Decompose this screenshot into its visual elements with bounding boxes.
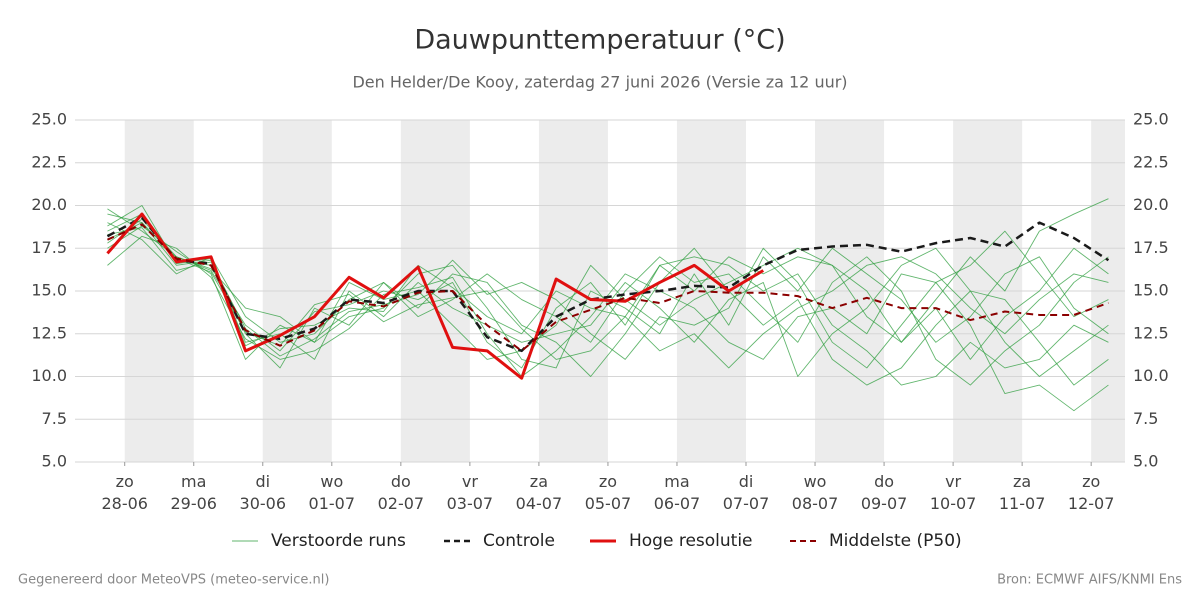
y2-tick-label: 12.5	[1133, 323, 1169, 342]
x-tick-label: za 04-07	[516, 472, 563, 513]
y2-tick-label: 22.5	[1133, 152, 1169, 171]
x-tick-label: zo 12-07	[1068, 472, 1115, 513]
legend-label: Middelste (P50)	[829, 531, 962, 551]
y2-tick-label: 15.0	[1133, 281, 1169, 300]
series-line	[107, 198, 1109, 360]
y2-tick-label: 20.0	[1133, 195, 1169, 214]
x-tick-label: do 02-07	[378, 472, 425, 513]
y-tick-label: 17.5	[31, 238, 67, 257]
y2-tick-label: 17.5	[1133, 238, 1169, 257]
x-tick-label: di 30-06	[240, 472, 287, 513]
x-tick-label: wo 08-07	[792, 472, 839, 513]
x-tick-label: ma 06-07	[654, 472, 701, 513]
legend-label: Controle	[483, 531, 555, 551]
x-tick-label: zo 28-06	[101, 472, 148, 513]
x-tick-label: za 11-07	[999, 472, 1046, 513]
y2-tick-label: 7.5	[1133, 409, 1158, 428]
y-tick-label: 12.5	[31, 323, 67, 342]
y-tick-label: 25.0	[31, 110, 67, 129]
legend-label: Hoge resolutie	[629, 531, 753, 551]
y-tick-label: 7.5	[42, 409, 67, 428]
footer-left: Gegenereerd door MeteoVPS (meteo-service…	[18, 573, 329, 588]
x-tick-label: di 07-07	[723, 472, 770, 513]
y2-tick-label: 5.0	[1133, 452, 1158, 471]
y-tick-label: 5.0	[42, 452, 67, 471]
y2-tick-label: 25.0	[1133, 110, 1169, 129]
series-line	[106, 212, 765, 380]
y-tick-label: 10.0	[31, 366, 67, 385]
chart-subtitle: Den Helder/De Kooy, zaterdag 27 juni 202…	[352, 73, 847, 92]
series-line	[107, 213, 1109, 369]
y2-tick-label: 10.0	[1133, 366, 1169, 385]
x-tick-label: vr 10-07	[930, 472, 977, 513]
series-line	[107, 227, 1109, 412]
y-tick-label: 20.0	[31, 195, 67, 214]
series-line	[107, 223, 1109, 352]
x-tick-label: do 09-07	[861, 472, 908, 513]
legend-label: Verstoorde runs	[271, 531, 406, 551]
x-tick-label: zo 05-07	[585, 472, 632, 513]
x-tick-label: vr 03-07	[447, 472, 494, 513]
series-line	[107, 205, 1109, 386]
chart-title: Dauwpunttemperatuur (°C)	[414, 25, 785, 56]
x-tick-label: wo 01-07	[309, 472, 356, 513]
y-tick-label: 15.0	[31, 281, 67, 300]
y-tick-label: 22.5	[31, 152, 67, 171]
x-tick-label: ma 29-06	[170, 472, 217, 513]
series-line	[107, 213, 1109, 386]
footer-right: Bron: ECMWF AIFS/KNMI Ens	[997, 573, 1182, 588]
